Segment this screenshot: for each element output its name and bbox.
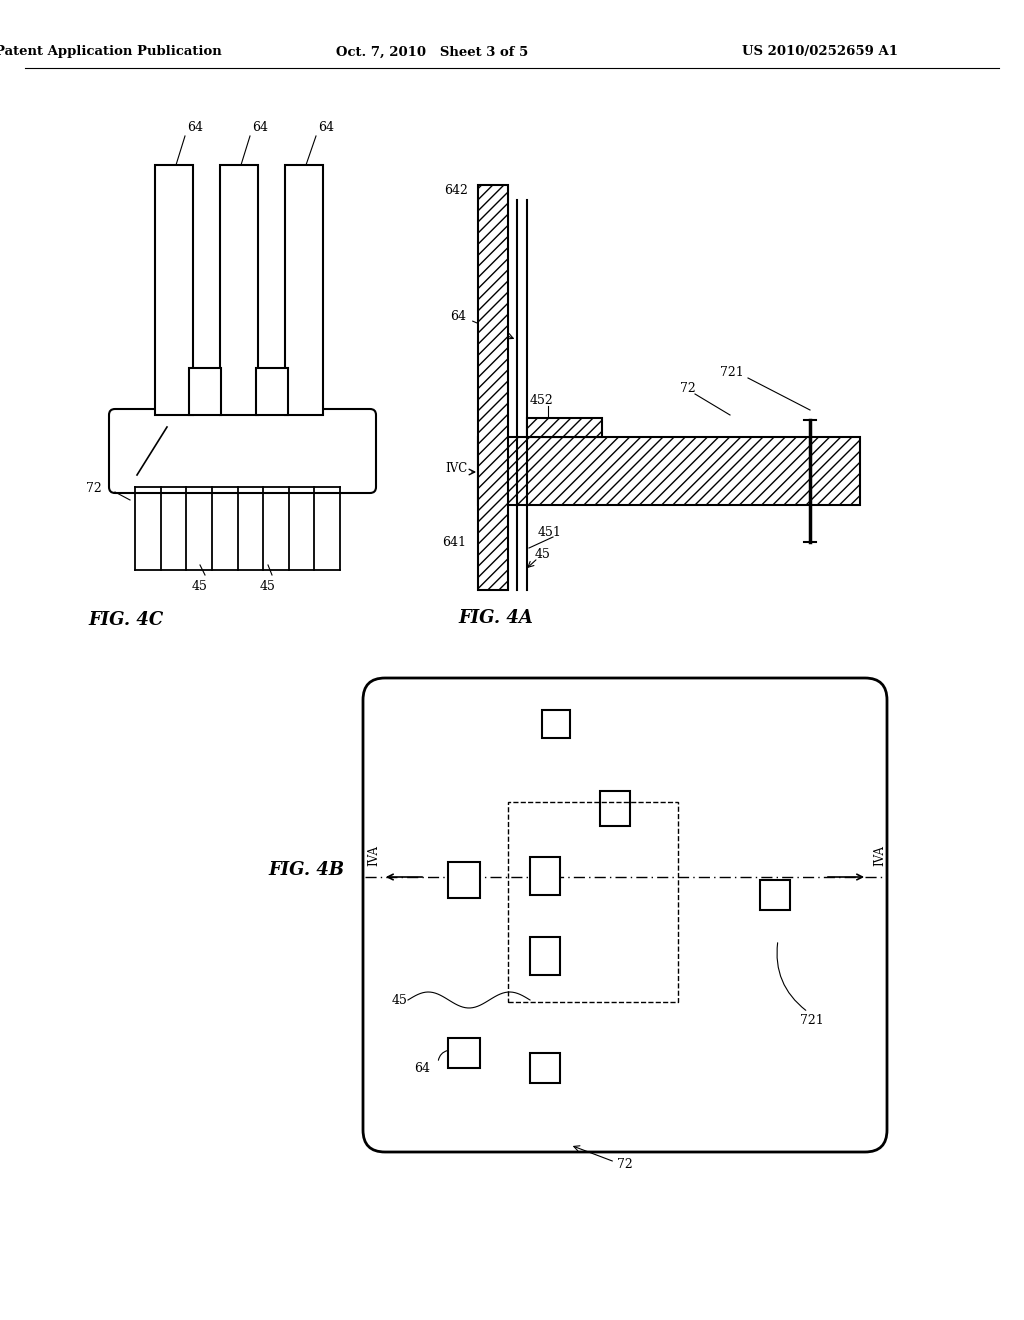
Bar: [600, 791, 630, 826]
Bar: [478, 185, 508, 590]
Bar: [527, 418, 602, 437]
Text: Oct. 7, 2010   Sheet 3 of 5: Oct. 7, 2010 Sheet 3 of 5: [336, 45, 528, 58]
Text: 642: 642: [444, 183, 468, 197]
Text: 64: 64: [187, 121, 203, 135]
Text: 721: 721: [720, 366, 743, 379]
Bar: [285, 165, 323, 414]
Text: 45: 45: [535, 548, 551, 561]
Bar: [478, 185, 508, 590]
Text: 64: 64: [450, 309, 466, 322]
Bar: [449, 862, 480, 898]
Text: IVA: IVA: [873, 845, 886, 866]
Bar: [478, 437, 860, 506]
FancyBboxPatch shape: [109, 409, 376, 492]
Text: 45: 45: [392, 994, 408, 1006]
Text: IVA: IVA: [367, 845, 380, 866]
Text: 451: 451: [538, 525, 562, 539]
Bar: [155, 165, 193, 414]
Text: 64: 64: [252, 121, 268, 135]
Bar: [760, 880, 790, 909]
Text: FIG. 4B: FIG. 4B: [269, 861, 345, 879]
Text: 45: 45: [193, 579, 208, 593]
Bar: [542, 710, 570, 738]
Text: 64: 64: [318, 121, 334, 135]
Bar: [508, 803, 678, 1002]
Bar: [530, 1053, 560, 1082]
Text: 72: 72: [680, 381, 695, 395]
Text: 72: 72: [86, 483, 102, 495]
Bar: [256, 368, 288, 414]
Text: 641: 641: [442, 536, 466, 549]
Bar: [220, 165, 258, 414]
Text: IVC: IVC: [445, 462, 468, 474]
Bar: [478, 437, 860, 506]
FancyBboxPatch shape: [362, 678, 887, 1152]
Text: 45: 45: [260, 579, 275, 593]
Bar: [530, 857, 560, 895]
Text: FIG. 4C: FIG. 4C: [88, 611, 163, 630]
Bar: [527, 418, 602, 437]
Text: US 2010/0252659 A1: US 2010/0252659 A1: [742, 45, 898, 58]
Text: 64: 64: [414, 1061, 430, 1074]
Bar: [530, 937, 560, 975]
Text: FIG. 4A: FIG. 4A: [458, 609, 532, 627]
Text: 72: 72: [617, 1159, 633, 1172]
Bar: [189, 368, 221, 414]
Text: 452: 452: [530, 393, 554, 407]
Bar: [449, 1038, 480, 1068]
Text: 721: 721: [800, 1014, 823, 1027]
Text: Patent Application Publication: Patent Application Publication: [0, 45, 221, 58]
